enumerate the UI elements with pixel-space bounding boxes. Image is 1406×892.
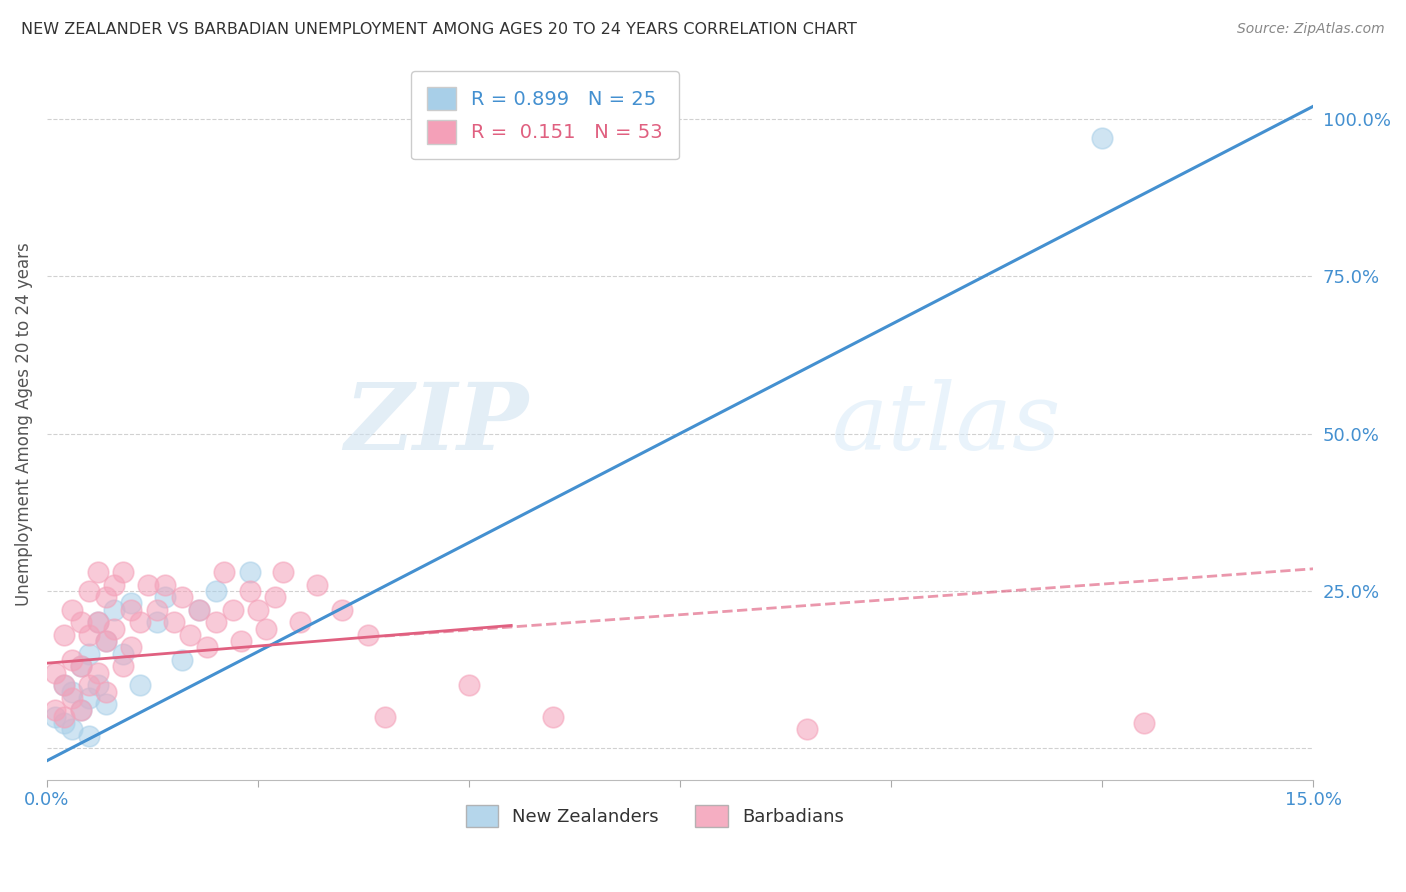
Point	[332, 603, 354, 617]
Point	[94, 697, 117, 711]
Point	[77, 729, 100, 743]
Point	[288, 615, 311, 630]
Point	[229, 634, 252, 648]
Point	[111, 659, 134, 673]
Point	[103, 577, 125, 591]
Point	[238, 565, 260, 579]
Point	[86, 665, 108, 680]
Point	[60, 690, 83, 705]
Point	[77, 647, 100, 661]
Point	[543, 709, 565, 723]
Point	[145, 603, 167, 617]
Point	[128, 615, 150, 630]
Point	[52, 628, 75, 642]
Point	[212, 565, 235, 579]
Point	[52, 678, 75, 692]
Point	[111, 647, 134, 661]
Point	[120, 596, 142, 610]
Point	[77, 583, 100, 598]
Point	[305, 577, 328, 591]
Point	[170, 590, 193, 604]
Point	[94, 634, 117, 648]
Point	[796, 723, 818, 737]
Point	[60, 653, 83, 667]
Point	[86, 615, 108, 630]
Point	[77, 678, 100, 692]
Point	[204, 583, 226, 598]
Point	[44, 709, 66, 723]
Point	[77, 690, 100, 705]
Point	[162, 615, 184, 630]
Point	[86, 565, 108, 579]
Point	[60, 723, 83, 737]
Point	[128, 678, 150, 692]
Point	[103, 603, 125, 617]
Point	[374, 709, 396, 723]
Point	[69, 659, 91, 673]
Point	[52, 709, 75, 723]
Point	[254, 622, 277, 636]
Point	[94, 634, 117, 648]
Point	[69, 703, 91, 717]
Point	[94, 684, 117, 698]
Point	[52, 678, 75, 692]
Point	[187, 603, 209, 617]
Point	[204, 615, 226, 630]
Point	[44, 703, 66, 717]
Point	[77, 628, 100, 642]
Point	[69, 659, 91, 673]
Point	[69, 615, 91, 630]
Text: Source: ZipAtlas.com: Source: ZipAtlas.com	[1237, 22, 1385, 37]
Text: ZIP: ZIP	[344, 379, 529, 469]
Point	[458, 678, 481, 692]
Point	[1091, 130, 1114, 145]
Point	[120, 603, 142, 617]
Y-axis label: Unemployment Among Ages 20 to 24 years: Unemployment Among Ages 20 to 24 years	[15, 243, 32, 606]
Point	[246, 603, 269, 617]
Point	[120, 640, 142, 655]
Point	[153, 590, 176, 604]
Point	[86, 678, 108, 692]
Point	[179, 628, 201, 642]
Point	[271, 565, 294, 579]
Point	[187, 603, 209, 617]
Point	[103, 622, 125, 636]
Point	[195, 640, 218, 655]
Point	[60, 684, 83, 698]
Point	[357, 628, 380, 642]
Point	[69, 703, 91, 717]
Point	[94, 590, 117, 604]
Point	[136, 577, 159, 591]
Legend: New Zealanders, Barbadians: New Zealanders, Barbadians	[458, 798, 851, 835]
Point	[1133, 716, 1156, 731]
Point	[153, 577, 176, 591]
Point	[170, 653, 193, 667]
Point	[263, 590, 285, 604]
Text: NEW ZEALANDER VS BARBADIAN UNEMPLOYMENT AMONG AGES 20 TO 24 YEARS CORRELATION CH: NEW ZEALANDER VS BARBADIAN UNEMPLOYMENT …	[21, 22, 858, 37]
Point	[44, 665, 66, 680]
Point	[60, 603, 83, 617]
Point	[238, 583, 260, 598]
Text: atlas: atlas	[832, 379, 1062, 469]
Point	[52, 716, 75, 731]
Point	[145, 615, 167, 630]
Point	[86, 615, 108, 630]
Point	[221, 603, 243, 617]
Point	[111, 565, 134, 579]
